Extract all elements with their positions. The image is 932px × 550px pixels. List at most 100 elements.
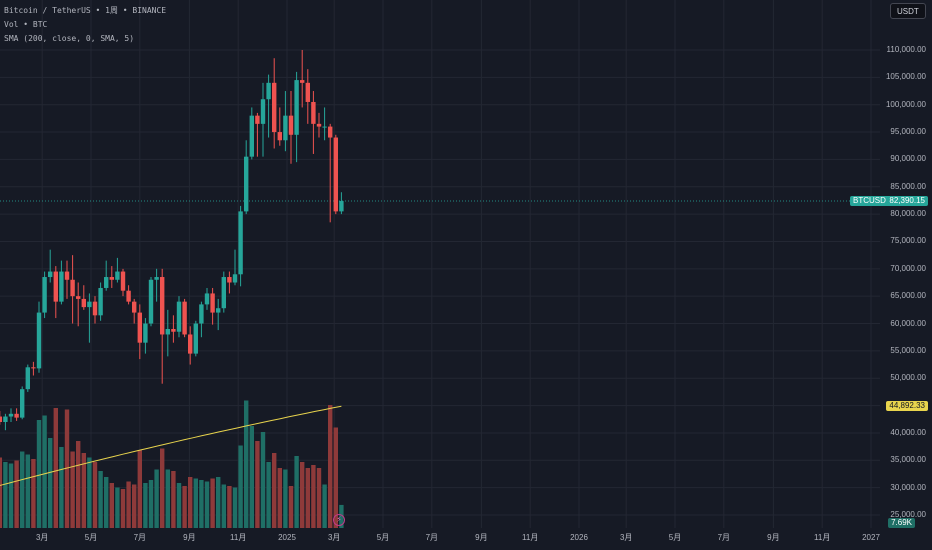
candle-body (322, 126, 327, 128)
volume-bar (260, 432, 266, 528)
y-tick-label: 35,000.00 (890, 455, 926, 465)
volume-bar (53, 408, 58, 528)
volume-bar (311, 465, 316, 528)
candle-body (232, 274, 238, 283)
volume-bar (176, 483, 182, 528)
x-tick-label: 7月 (425, 533, 439, 542)
x-tick-label: 5月 (376, 533, 390, 542)
x-tick-label: 2027 (862, 533, 880, 542)
symbol-legend: Bitcoin / TetherUS • 1周 • BINANCE (4, 6, 167, 15)
candle-body (249, 115, 254, 157)
volume-bar (316, 468, 322, 528)
candle-body (48, 271, 53, 278)
candle-body (238, 211, 243, 275)
candle-body (31, 367, 36, 369)
volume-bar (244, 400, 249, 528)
lightning-icon[interactable]: ⚡ (333, 514, 345, 526)
candle-body (143, 323, 148, 343)
candle-body (328, 126, 333, 138)
symbol-price-label: BTCUSDT (850, 196, 894, 207)
volume-bar (328, 405, 333, 528)
x-tick-label: 9月 (475, 533, 488, 542)
volume-bars (0, 400, 344, 528)
y-tick-label: 75,000.00 (890, 236, 926, 246)
volume-bar (305, 468, 310, 528)
candle-body (0, 416, 3, 422)
x-tick-label: 3月 (327, 533, 341, 542)
volume-bar (188, 477, 193, 528)
x-tick-label: 7月 (717, 533, 731, 542)
candle-body (339, 201, 344, 212)
candle-body (210, 293, 215, 313)
x-tick-label: 7月 (133, 533, 147, 542)
volume-bar (143, 483, 148, 528)
volume-bar (70, 451, 75, 528)
candle-body (288, 115, 294, 135)
x-tick-label: 11月 (814, 533, 831, 542)
volume-bar (20, 451, 25, 528)
candle-body (36, 312, 42, 369)
volume-bar (48, 438, 53, 528)
y-tick-label: 60,000.00 (890, 318, 926, 328)
y-tick-label: 30,000.00 (890, 482, 926, 492)
candle-body (14, 413, 19, 418)
candle-body (260, 99, 266, 124)
last-price-label: 82,390.15 (886, 196, 928, 207)
candle-body (193, 323, 198, 354)
volume-bar (165, 469, 170, 528)
volume-bar (137, 450, 142, 528)
candle-body (294, 80, 299, 135)
y-tick-label: 95,000.00 (890, 127, 926, 137)
candle-body (300, 80, 305, 83)
volume-bar (272, 453, 277, 528)
volume-bar (92, 462, 98, 528)
candle-body (25, 367, 30, 390)
candle-body (277, 132, 282, 141)
volume-bar (333, 427, 338, 528)
candle-body (115, 271, 120, 280)
candle-body (132, 301, 137, 313)
volume-bar (277, 468, 282, 528)
x-tick-label: 11月 (522, 533, 539, 542)
volume-legend: Vol • BTC (4, 20, 48, 29)
candle-body (204, 293, 210, 305)
volume-bar (322, 484, 327, 528)
candle-body (176, 301, 182, 332)
candle-body (160, 277, 165, 335)
x-tick-label: 9月 (767, 533, 780, 542)
volume-bar (126, 481, 131, 528)
y-tick-label: 90,000.00 (890, 154, 926, 164)
volume-bar (216, 477, 221, 528)
candle-body (64, 271, 70, 280)
candle-body (305, 82, 310, 102)
volume-bar (288, 486, 294, 528)
sma-legend: SMA (200, close, 0, SMA, 5) (4, 34, 135, 43)
x-tick-label: 2026 (570, 533, 588, 542)
candle-body (221, 277, 226, 309)
candle-body (148, 279, 154, 324)
candle-body (53, 271, 58, 302)
volume-bar (300, 462, 305, 528)
volume-bar (132, 484, 137, 528)
candle-body (92, 301, 98, 316)
volume-bar (64, 409, 70, 528)
y-tick-label: 25,000.00 (890, 510, 926, 519)
volume-bar (238, 445, 243, 528)
volume-bar (160, 448, 165, 528)
y-tick-label: 55,000.00 (890, 345, 926, 355)
y-tick-label: 40,000.00 (890, 427, 926, 437)
currency-button[interactable]: USDT (890, 3, 926, 19)
volume-bar (14, 460, 19, 528)
volume-bar (227, 486, 232, 528)
volume-bar (36, 420, 42, 528)
sma-path (0, 405, 342, 486)
grid (0, 0, 880, 528)
candle-body (182, 301, 187, 335)
x-tick-label: 3月 (35, 533, 49, 542)
y-tick-label: 50,000.00 (890, 373, 926, 383)
candle-body (76, 296, 81, 299)
volume-bar (154, 469, 159, 528)
volume-bar (115, 487, 120, 528)
